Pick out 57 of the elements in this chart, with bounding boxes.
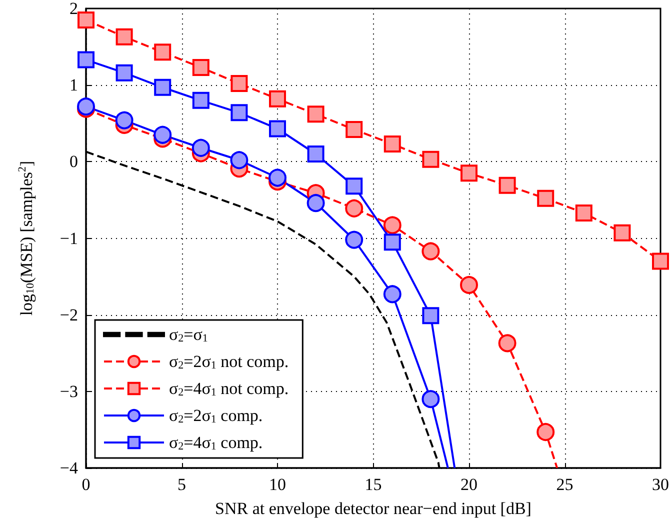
point — [192, 138, 210, 157]
x-tick-label: 5 — [178, 475, 186, 494]
point — [116, 64, 133, 82]
point — [346, 178, 363, 195]
x-tick-label: 30 — [652, 475, 669, 494]
y-tick-label: 1 — [70, 76, 78, 95]
point — [78, 51, 94, 68]
point — [460, 276, 478, 294]
point — [422, 150, 440, 168]
point — [422, 307, 440, 324]
y-tick-label: −1 — [60, 228, 78, 248]
point — [575, 204, 592, 222]
point — [383, 285, 402, 304]
point — [154, 126, 172, 144]
point — [498, 334, 516, 352]
point — [422, 390, 440, 408]
x-axis-title: SNR at envelope detector near−end input [dB] — [215, 499, 532, 518]
point — [306, 194, 325, 212]
point — [536, 423, 555, 441]
point — [307, 106, 324, 123]
point — [498, 176, 516, 194]
point — [422, 242, 440, 260]
x-tick-label: 0 — [82, 475, 90, 494]
point — [192, 58, 210, 76]
point — [346, 121, 363, 138]
y-tick-label: −4 — [60, 458, 78, 478]
point — [230, 151, 248, 170]
y-tick-label: −2 — [60, 305, 78, 324]
point — [652, 252, 669, 270]
x-tick-label: 10 — [269, 475, 286, 494]
point — [614, 224, 631, 242]
y-tick-label: 0 — [70, 152, 78, 172]
y-tick-label: −3 — [60, 382, 78, 401]
point — [307, 146, 324, 163]
point — [537, 190, 554, 207]
point — [78, 11, 94, 28]
y-tick-label: 2 — [70, 0, 78, 18]
x-tick-label: 15 — [364, 475, 382, 494]
x-tick-label: 25 — [556, 475, 574, 494]
point — [345, 199, 364, 218]
x-tick-label: 20 — [460, 475, 478, 494]
point — [383, 216, 402, 234]
point — [154, 78, 172, 96]
point — [116, 28, 133, 46]
point — [115, 111, 134, 130]
point — [345, 230, 364, 249]
point — [154, 44, 172, 61]
point — [269, 90, 286, 108]
point — [384, 136, 401, 153]
point — [192, 92, 210, 109]
point — [268, 168, 286, 187]
point — [269, 120, 286, 138]
point — [230, 75, 248, 92]
point — [460, 164, 478, 182]
y-axis-title: log10(MSE) [samples2] — [16, 160, 36, 316]
point — [230, 104, 248, 122]
point — [384, 234, 401, 251]
